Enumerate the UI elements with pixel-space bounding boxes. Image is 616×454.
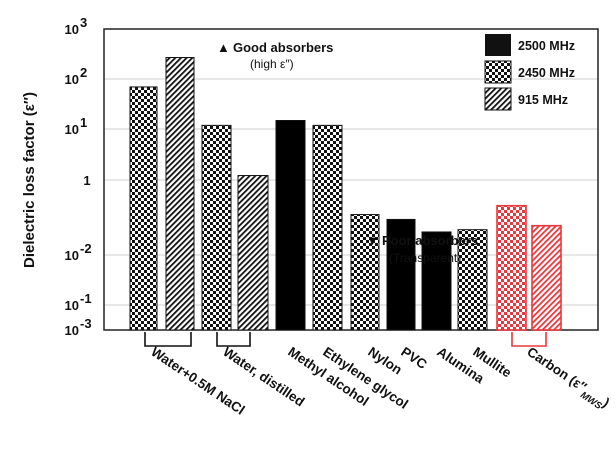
legend-label-2450: 2450 MHz bbox=[518, 66, 575, 80]
good-absorbers-annotation: ▲ Good absorbers (high ε″) bbox=[217, 40, 333, 71]
bar-ethylene-glycol-2450mhz bbox=[312, 124, 343, 331]
legend-swatch-915 bbox=[484, 87, 512, 111]
bar-mullite-2450mhz bbox=[457, 229, 488, 331]
bars bbox=[129, 57, 562, 331]
bar-water-distilled-2450mhz bbox=[201, 124, 232, 331]
legend-swatch-2500 bbox=[485, 34, 511, 56]
bar-water-0-5m-nacl-915mhz bbox=[165, 57, 195, 331]
svg-text:Carbon (ε″MWS): Carbon (ε″MWS) bbox=[522, 344, 613, 414]
bracket-carbon bbox=[511, 332, 547, 347]
category-label-carbon: Carbon (ε″MWS) bbox=[522, 344, 613, 414]
y-tick-exponent: -1 bbox=[80, 291, 92, 306]
bar-alumina-2500mhz bbox=[421, 231, 452, 331]
down-triangle-icon: ▼ bbox=[366, 233, 379, 248]
up-triangle-icon: ▲ bbox=[217, 40, 230, 55]
category-brackets bbox=[144, 332, 547, 347]
poor-absorbers-subtitle: (Transparent) bbox=[389, 251, 461, 265]
y-tick-label: 10 bbox=[65, 248, 79, 263]
bar-methyl-alcohol-2500mhz bbox=[275, 119, 306, 331]
y-tick-label: 10 bbox=[65, 122, 79, 137]
poor-absorbers-annotation: ▼ Poor absorbers (Transparent) bbox=[366, 233, 478, 265]
legend-label-2500: 2500 MHz bbox=[518, 39, 575, 53]
bar-water-0-5m-nacl-2450mhz bbox=[129, 86, 158, 331]
y-tick-exponent: -2 bbox=[80, 241, 92, 256]
y-tick-label: 10 bbox=[65, 22, 79, 37]
bar-carbon-915mhz bbox=[531, 224, 562, 331]
good-absorbers-title: Good absorbers bbox=[233, 40, 333, 55]
bar-carbon-2450mhz bbox=[496, 204, 527, 331]
good-absorbers-subtitle: (high ε″) bbox=[250, 57, 294, 71]
y-axis-label: Dielectric loss factor (ε″) bbox=[21, 92, 38, 268]
y-tick-label: 10 bbox=[65, 323, 79, 338]
y-tick-label: 10 bbox=[65, 298, 79, 313]
poor-absorbers-title: Poor absorbers bbox=[382, 233, 478, 248]
x-axis-labels: Water+0.5M NaCl Water, distilled Methyl … bbox=[148, 344, 612, 418]
category-label-pvc: PVC bbox=[398, 344, 430, 372]
legend-swatch-2450 bbox=[484, 60, 512, 84]
legend-label-915: 915 MHz bbox=[518, 93, 568, 107]
y-tick-exponent: 1 bbox=[80, 115, 87, 130]
bar-pvc-2500mhz bbox=[386, 218, 416, 331]
y-tick-label: 10 bbox=[65, 72, 79, 87]
bracket-water-nacl bbox=[144, 332, 192, 347]
y-tick-label: 1 bbox=[83, 173, 90, 188]
bar-nylon-2450mhz bbox=[350, 214, 380, 331]
y-tick-exponent: -3 bbox=[80, 316, 92, 331]
y-tick-exponent: 3 bbox=[80, 15, 87, 30]
y-tick-exponent: 2 bbox=[80, 65, 87, 80]
bar-water-distilled-915mhz bbox=[237, 175, 269, 331]
legend: 2500 MHz 2450 MHz 915 MHz bbox=[484, 34, 575, 111]
bracket-water-distilled bbox=[216, 332, 251, 347]
